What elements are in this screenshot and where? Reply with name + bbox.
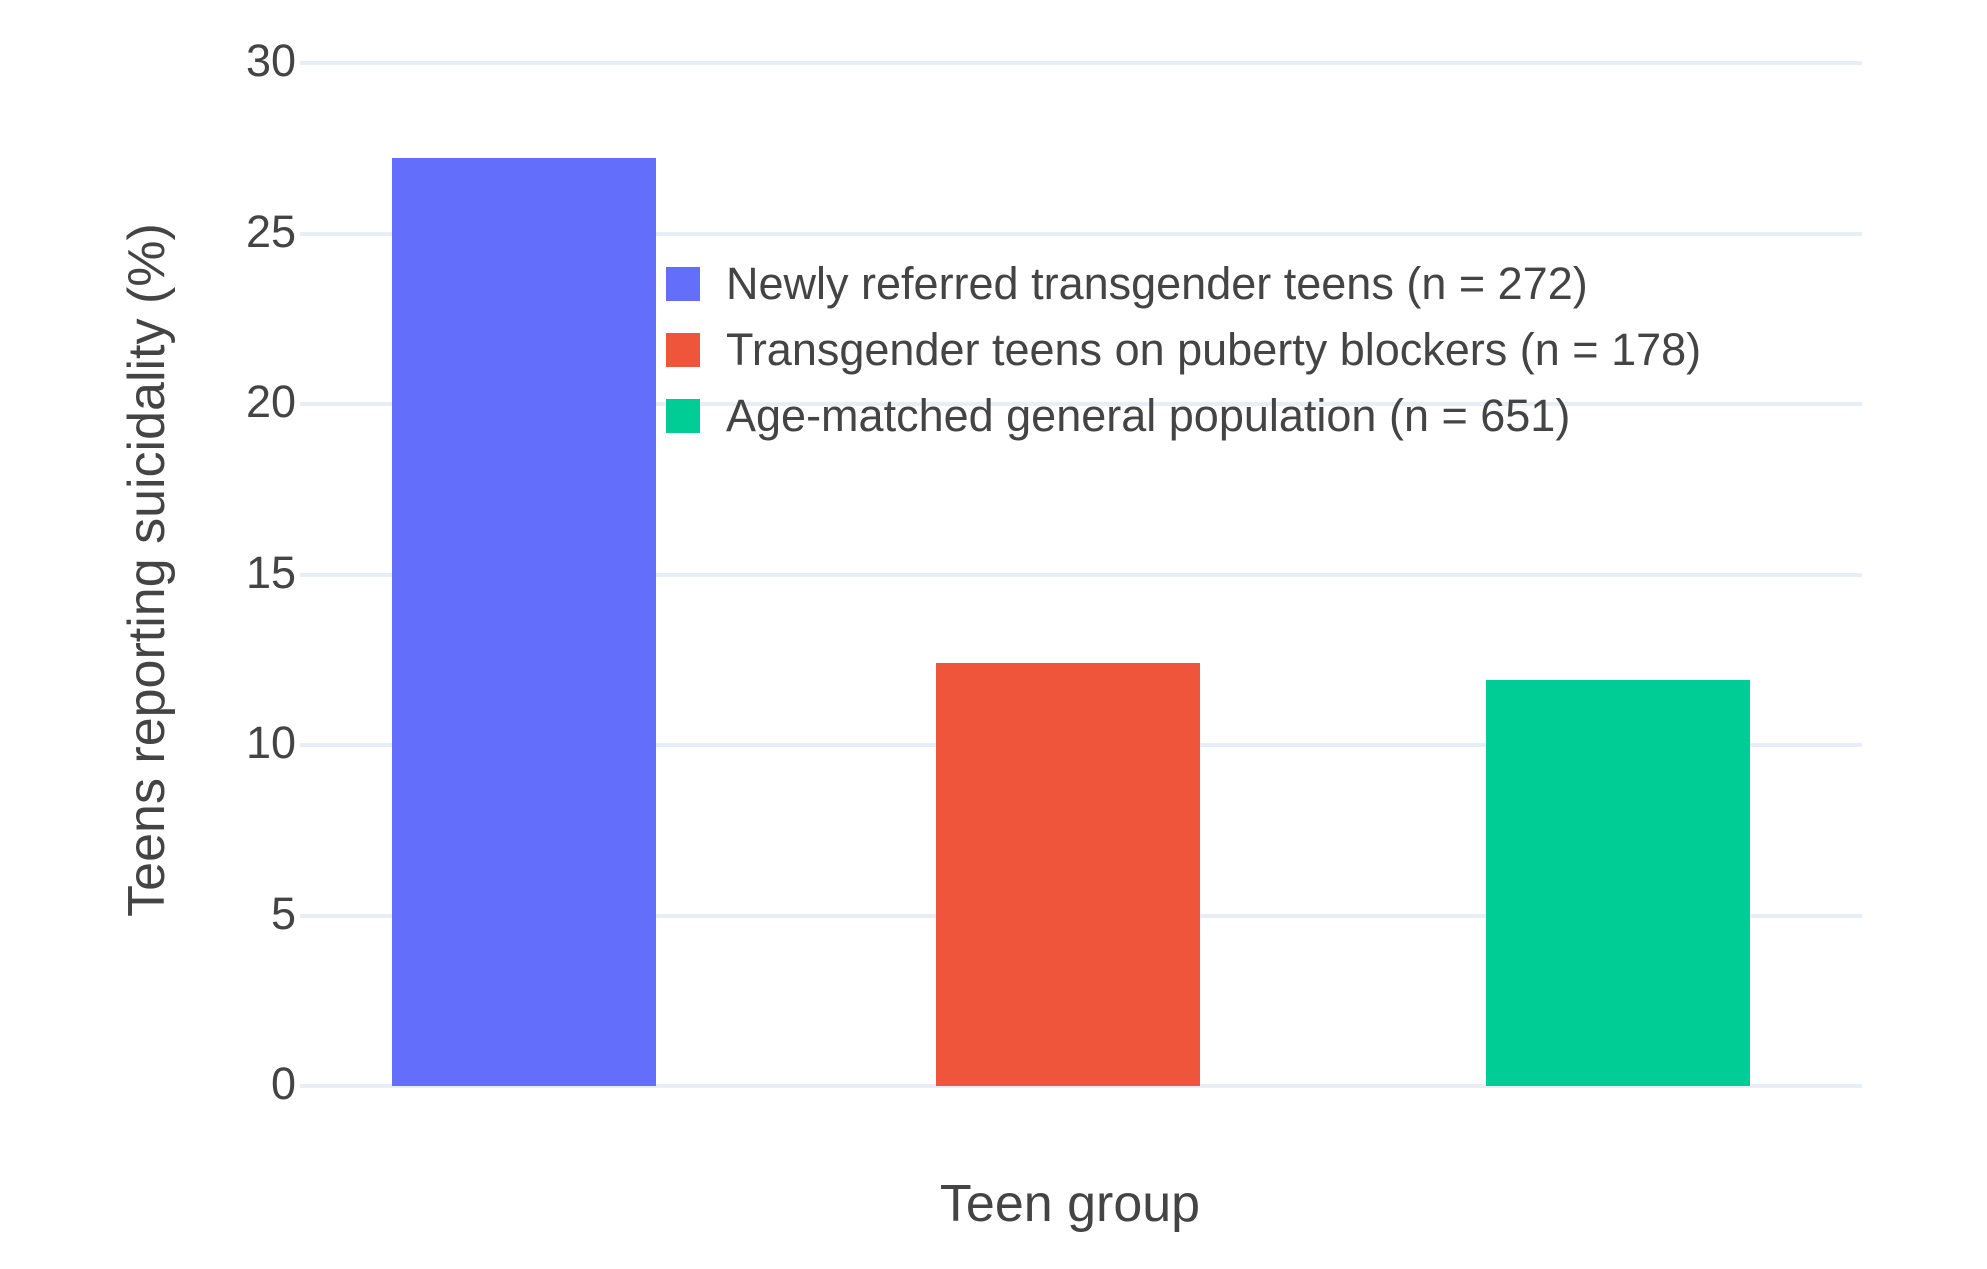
y-tick-label-20: 20 — [245, 375, 296, 427]
y-tick-label-15: 15 — [245, 546, 296, 598]
gridline-y-30 — [300, 61, 1862, 65]
legend-item-0[interactable]: Newly referred transgender teens (n = 27… — [666, 251, 1701, 317]
y-tick-label-10: 10 — [245, 716, 296, 768]
gridline-y-20 — [300, 402, 1862, 406]
bar-newly-referred-teens[interactable] — [392, 158, 656, 1086]
legend: Newly referred transgender teens (n = 27… — [666, 251, 1701, 449]
legend-swatch-icon — [666, 333, 700, 367]
y-axis-title: Teens reporting suicidality (%) — [118, 223, 176, 917]
y-tick-label-0: 0 — [270, 1057, 296, 1109]
legend-swatch-icon — [666, 399, 700, 433]
y-tick-label-25: 25 — [245, 205, 296, 257]
bar-general-population[interactable] — [1486, 680, 1750, 1086]
legend-label: Age-matched general population (n = 651) — [726, 390, 1571, 441]
gridline-y-15 — [300, 572, 1862, 577]
legend-item-1[interactable]: Transgender teens on puberty blockers (n… — [666, 317, 1701, 383]
y-tick-label-30: 30 — [245, 34, 296, 86]
legend-label: Newly referred transgender teens (n = 27… — [726, 258, 1588, 309]
legend-item-2[interactable]: Age-matched general population (n = 651) — [666, 383, 1701, 449]
gridline-y-0 — [300, 1084, 1862, 1088]
gridline-y-25 — [300, 231, 1862, 236]
x-axis-title: Teen group — [939, 1175, 1201, 1233]
bar-puberty-blocker-teens[interactable] — [936, 663, 1200, 1086]
legend-label: Transgender teens on puberty blockers (n… — [726, 324, 1702, 375]
y-tick-label-5: 5 — [270, 887, 296, 939]
legend-swatch-icon — [666, 267, 700, 301]
